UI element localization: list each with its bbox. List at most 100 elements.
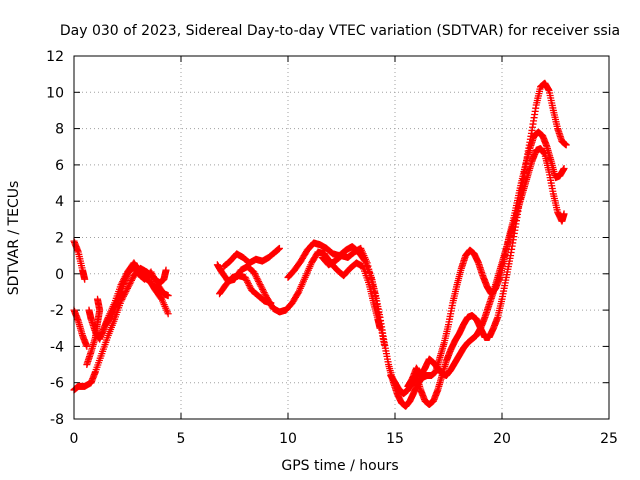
data-point (147, 268, 155, 276)
data-point (259, 287, 267, 295)
series-track-11 (318, 244, 388, 349)
data-point (365, 265, 373, 273)
data-point (128, 275, 136, 283)
series-track-13 (404, 145, 568, 390)
data-point (252, 273, 260, 281)
chart-title: Day 030 of 2023, Sidereal Day-to-day VTE… (60, 23, 620, 39)
data-point (366, 272, 374, 280)
data-point (380, 341, 388, 349)
data-point (370, 284, 378, 292)
data-point (245, 281, 253, 289)
data-point (244, 280, 252, 288)
data-point (125, 281, 133, 289)
data-point (294, 289, 302, 297)
data-point (374, 305, 382, 313)
data-point (149, 273, 157, 281)
data-point (260, 289, 268, 297)
plot-frame (73, 55, 610, 420)
series-track-6 (102, 263, 172, 329)
series-track-2 (70, 306, 91, 350)
series-track-4 (85, 259, 172, 343)
data-point (250, 268, 258, 276)
data-point (375, 313, 383, 321)
data-point (371, 292, 379, 300)
data-point (246, 283, 254, 291)
x-tick-label: 25 (600, 431, 618, 447)
data-point (108, 311, 116, 319)
y-tick-label: -8 (50, 412, 64, 428)
data-point (242, 275, 250, 283)
data-point (255, 279, 263, 287)
series-track-12 (387, 79, 570, 408)
data-point (256, 281, 264, 289)
series-track-1 (70, 237, 89, 283)
data-point (241, 273, 249, 281)
data-point (83, 342, 91, 350)
series-track-8 (216, 272, 275, 307)
data-point (369, 281, 377, 289)
data-point (81, 275, 89, 283)
data-point (149, 271, 157, 279)
x-axis-label: GPS time / hours (281, 458, 398, 474)
series-track-9 (220, 244, 283, 271)
data-point (257, 282, 265, 290)
data-point (560, 165, 568, 173)
data-point (151, 276, 159, 284)
data-point (368, 278, 376, 286)
data-point (164, 310, 172, 318)
data-point (258, 284, 266, 292)
data-point (253, 274, 261, 282)
x-tick-label: 20 (493, 431, 511, 447)
data-point (150, 274, 158, 282)
x-axis-ticks: 0 5 10 15 20 25 (70, 56, 618, 447)
data-point (373, 301, 381, 309)
grid-lines (74, 56, 609, 419)
data-point (244, 278, 252, 286)
data-point (259, 285, 267, 293)
y-tick-label: 8 (55, 122, 64, 138)
data-point (126, 280, 134, 288)
data-point (267, 299, 275, 307)
x-tick-label: 0 (70, 431, 79, 447)
data-point (251, 270, 259, 278)
data-point (164, 292, 172, 300)
data-point (94, 295, 102, 303)
data-point (261, 290, 269, 298)
y-tick-label: -4 (50, 339, 64, 355)
data-point (128, 276, 136, 284)
data-point (152, 278, 160, 286)
x-tick-label: 10 (279, 431, 297, 447)
data-point (243, 277, 251, 285)
data-point (367, 275, 375, 283)
y-tick-label: -2 (50, 303, 64, 319)
data-point (562, 141, 570, 149)
data-point (364, 262, 372, 270)
data-point (366, 268, 374, 276)
data-point (363, 259, 371, 267)
y-tick-label: 0 (55, 267, 64, 283)
y-tick-label: 4 (55, 194, 64, 210)
x-tick-label: 15 (386, 431, 404, 447)
series-track-5 (83, 295, 104, 369)
data-point (560, 210, 568, 218)
x-tick-label: 5 (177, 431, 186, 447)
y-tick-label: -6 (50, 376, 64, 392)
y-axis-ticks: -8 -6 -4 -2 0 2 4 6 8 10 12 (46, 49, 609, 428)
data-point (370, 288, 378, 296)
data-point (255, 278, 263, 286)
data-point (127, 278, 135, 286)
data-point (254, 276, 262, 284)
data-point (275, 244, 283, 252)
y-tick-label: 2 (55, 231, 64, 247)
data-points (70, 79, 570, 410)
data-point (251, 271, 259, 279)
data-point (374, 309, 382, 317)
data-point (148, 270, 156, 278)
y-axis-label: SDTVAR / TECUs (6, 181, 22, 296)
y-tick-label: 12 (46, 49, 64, 65)
y-tick-label: 6 (55, 158, 64, 174)
data-point (372, 297, 380, 305)
y-tick-label: 10 (46, 85, 64, 101)
data-point (162, 266, 170, 274)
